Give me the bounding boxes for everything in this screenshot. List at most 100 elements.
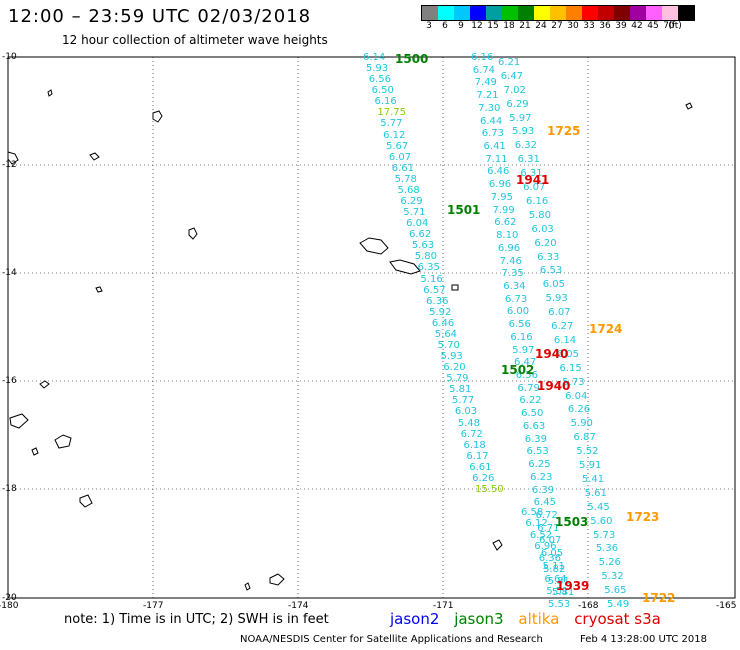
wave-height-value: 6.46 — [487, 166, 510, 178]
wave-height-value: 6.96 — [534, 541, 557, 553]
wave-height-value: 5.80 — [414, 251, 437, 263]
wave-height-value: 5.51 — [546, 586, 569, 598]
wave-height-value: 6.05 — [540, 548, 564, 560]
island — [31, 447, 39, 456]
wave-height-value: 6.03 — [531, 223, 554, 235]
wave-height-value: 5.63 — [411, 240, 435, 252]
wave-height-value: 6.53 — [526, 446, 549, 458]
wave-height-value: 6.58 — [521, 507, 544, 518]
wave-height-value: 6.18 — [463, 439, 486, 451]
colorbar-swatch — [550, 6, 566, 20]
colorbar-swatch — [470, 6, 486, 20]
wave-height-value: 6.36 — [538, 552, 561, 564]
wave-height-value: 6.31 — [520, 168, 543, 180]
wave-height-value: 6.26 — [472, 472, 495, 484]
latitude-label: -10 — [2, 52, 17, 62]
wave-height-value: 5.36 — [595, 543, 619, 555]
latitude-label: -12 — [2, 160, 17, 170]
wave-height-value: 6.07 — [523, 182, 546, 194]
colorbar-swatch — [598, 6, 614, 20]
wave-height-value: 6.62 — [494, 217, 517, 229]
wave-height-value: 7.49 — [474, 77, 497, 89]
wave-height-value: 6.53 — [539, 265, 563, 277]
pass-label: 1722 — [642, 591, 676, 605]
wave-height-value: 6.25 — [528, 459, 551, 471]
legend-altika: altika — [518, 610, 560, 628]
wave-height-value: 6.52 — [529, 529, 553, 541]
island — [685, 102, 693, 110]
wave-height-value: 6.07 — [539, 535, 562, 547]
wave-height-value: 6.63 — [522, 420, 546, 432]
wave-height-value: 8.10 — [496, 230, 519, 242]
legend-cryosat: cryosat s3a — [574, 610, 661, 628]
island — [451, 284, 459, 291]
wave-height-value: 5.65 — [604, 585, 627, 597]
pass-label: 1725 — [547, 124, 581, 138]
wave-height-value: 5.90 — [570, 418, 593, 430]
colorbar-swatch — [646, 6, 662, 20]
wave-height-value: 6.07 — [388, 151, 412, 163]
colorbar-label: 30 — [567, 21, 579, 31]
colorbar-swatch — [422, 6, 438, 20]
wave-height-value: 5.11 — [542, 560, 565, 572]
wave-height-value: 6.16 — [510, 331, 533, 343]
pass-label: 1723 — [626, 510, 660, 524]
colorbar-label: 33 — [583, 21, 595, 31]
wave-height-value: 5.82 — [543, 564, 566, 576]
wave-height-value: 6.15 — [559, 362, 582, 374]
satellite-legend: jason2 jason3 altika cryosat s3a — [390, 610, 671, 628]
wave-height-value: 6.34 — [503, 280, 526, 292]
wave-height-value: 6.03 — [454, 406, 478, 418]
legend-jason2: jason2 — [390, 610, 440, 628]
wave-height-value: 7.02 — [503, 84, 526, 96]
wave-height-value: 7.21 — [476, 90, 499, 102]
pass-label: 1941 — [516, 173, 550, 187]
wave-height-value: 6.29 — [400, 196, 423, 207]
colorbar-swatch — [662, 6, 678, 20]
map-title: 12:00 – 23:59 UTC 02/03/2018 — [8, 6, 312, 27]
wave-height-value: 6.20 — [534, 237, 557, 249]
wave-height-value: 6.16 — [471, 52, 494, 63]
wave-height-value: 5.93 — [545, 293, 568, 305]
island — [188, 227, 198, 240]
wave-height-value: 6.12 — [525, 518, 548, 530]
colorbar-swatch — [614, 6, 630, 20]
wave-height-value: 6.96 — [488, 179, 512, 191]
coastlines — [7, 89, 693, 591]
wave-height-value: 6.87 — [573, 432, 596, 444]
wave-height-value: 5.78 — [394, 173, 417, 185]
wave-height-value: 5.81 — [449, 384, 472, 396]
credit-text: NOAA/NESDIS Center for Satellite Applica… — [240, 634, 543, 645]
island — [269, 573, 285, 586]
wave-height-value: 7.95 — [490, 191, 513, 203]
wave-height-value: 6.27 — [551, 321, 574, 333]
wave-height-value: 6.72 — [535, 509, 558, 521]
longitude-label: -177 — [143, 601, 164, 611]
latitude-label: -16 — [2, 376, 17, 386]
wave-height-value: 6.72 — [460, 428, 483, 440]
wave-height-value: 5.26 — [598, 557, 621, 569]
colorbar-swatch — [630, 6, 646, 20]
longitude-label: -168 — [578, 601, 599, 611]
footer-note: note: 1) Time is in UTC; 2) SWH is in fe… — [64, 612, 329, 627]
colorbar-label: 45 — [647, 21, 659, 31]
wave-height-value: 5.73 — [593, 529, 616, 541]
colorbar-label: 12 — [471, 21, 483, 31]
wave-height-value: 6.35 — [417, 262, 440, 274]
pass-label: 1501 — [447, 203, 481, 217]
colorbar-label: 24 — [535, 21, 547, 31]
wave-height-value: 5.77 — [380, 118, 403, 130]
wave-height-value: 6.16 — [525, 195, 549, 207]
colorbar-swatch — [534, 6, 550, 20]
wave-height-value: 6.73 — [505, 293, 528, 305]
wave-height-value: 6.14 — [363, 52, 386, 63]
colorbar-label: 39 — [615, 21, 627, 31]
wave-height-value: 6.47 — [500, 70, 524, 82]
colorbar-label: 21 — [519, 21, 531, 31]
wave-height-value: 5.41 — [581, 473, 605, 485]
wave-height-value: 6.16 — [374, 96, 397, 108]
wave-height-value: 7.46 — [499, 255, 522, 267]
timestamp-text: Feb 4 13:28:00 UTC 2018 — [580, 634, 707, 645]
wave-height-value: 5.70 — [437, 340, 460, 351]
